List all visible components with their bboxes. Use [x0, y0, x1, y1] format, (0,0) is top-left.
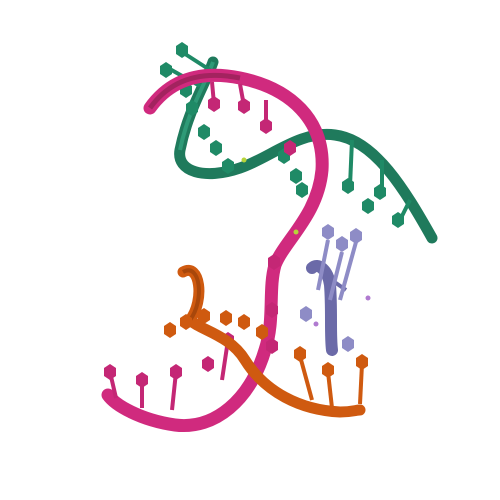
pink-rna-strand — [101, 68, 329, 433]
orange-rna-strand — [164, 264, 368, 418]
ion-yellow-2 — [293, 229, 299, 235]
ion-purple-2 — [313, 321, 319, 327]
purple-rna-strand — [300, 224, 362, 356]
ion-markers — [241, 157, 371, 327]
purple-bases — [300, 224, 362, 352]
green-bases — [160, 42, 412, 228]
purple-backbone — [306, 260, 338, 356]
ion-yellow-1 — [241, 157, 247, 163]
pink-backbone — [101, 68, 329, 433]
ion-purple-1 — [365, 295, 371, 301]
orange-bases — [164, 308, 368, 409]
